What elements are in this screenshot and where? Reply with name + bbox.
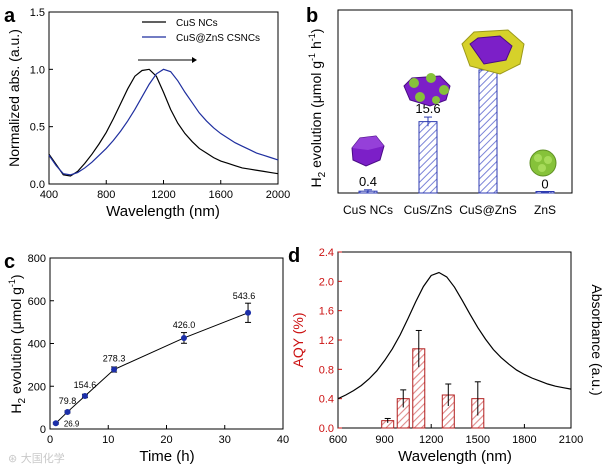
legend-label-cszns: CuS@ZnS CSNCs	[176, 33, 260, 44]
panel-c-ytick-label: 0	[40, 424, 46, 436]
bar-b-category-label: CuS NCs	[343, 203, 393, 217]
panel-b-ylabel: H2 evolution (μmol g-1 h-1)	[307, 29, 328, 188]
panel-c-ytick-label: 600	[28, 296, 46, 308]
data-label-c: 26.9	[64, 419, 80, 428]
panel-d-absorbance	[337, 271, 572, 400]
bar-b-1	[418, 121, 438, 194]
bar-b-value-label: 0	[541, 177, 548, 192]
bar-b-category-label: CuS@ZnS	[459, 203, 517, 217]
panel-c-xtick-label: 10	[102, 434, 114, 446]
data-label-c: 154.6	[74, 380, 97, 390]
legend-label-cus: CuS NCs	[176, 18, 218, 29]
panel-d-xtick-label: 1500	[466, 434, 490, 446]
zns-particle	[415, 92, 425, 102]
data-point-c-4	[180, 334, 187, 341]
panel-d-xtick-label: 1200	[419, 434, 443, 446]
data-label-c: 543.6	[233, 291, 256, 301]
panel-d-bars	[381, 329, 485, 429]
panel-a-xtick-label: 400	[40, 189, 58, 201]
panel-b-frame	[337, 9, 573, 194]
zns-particle	[432, 96, 440, 104]
data-point-c-5	[245, 309, 252, 316]
panel-b-bars: 0.415.626.90	[358, 52, 555, 194]
panel-d-ytick-label: 0.8	[319, 364, 334, 376]
panel-a-ticks: 400 800 1200 1600 2000 0.0 0.5 1.0 1.5	[30, 7, 291, 201]
panel-c-ytick-label: 400	[28, 339, 46, 351]
panel-d-xlabel: Wavelength (nm)	[398, 448, 512, 465]
panel-label-a: a	[4, 5, 16, 27]
panel-a-ytick-label: 1.0	[30, 64, 45, 76]
data-point-c-2	[81, 392, 88, 399]
zns-cluster-illustration	[529, 149, 557, 177]
panel-b-categories: CuS NCs CuS/ZnS CuS@ZnS ZnS	[343, 203, 556, 217]
panel-a-xtick-label: 1200	[151, 189, 175, 201]
panel-a-ytick-label: 0.0	[30, 179, 45, 191]
panel-a-xlabel: Wavelength (nm)	[106, 203, 220, 220]
panel-d-ylabel-right: Absorbance (a.u.)	[589, 284, 602, 395]
zns-particle	[439, 85, 449, 95]
bar-b-category-label: ZnS	[534, 203, 556, 217]
panel-d-ytick-label: 1.2	[319, 335, 334, 347]
cus-nanocrystal-illustration	[351, 135, 385, 167]
panel-c-ytick-label: 800	[28, 253, 46, 265]
panel-a-xtick-label: 1600	[209, 189, 233, 201]
panel-c-xtick-label: 20	[160, 434, 172, 446]
data-label-c: 426.0	[173, 320, 196, 330]
panel-c-trend-line	[55, 312, 249, 424]
panel-label-d: d	[288, 245, 300, 267]
panel-c-xtick-label: 0	[47, 434, 53, 446]
panel-a-xtick-label: 2000	[266, 189, 290, 201]
panel-a-xtick-label: 800	[97, 189, 115, 201]
bar-b-category-label: CuS/ZnS	[404, 203, 453, 217]
panel-a-ylabel: Normalized abs. (a.u.)	[6, 29, 22, 167]
panel-d-ylabel: AQY (%)	[290, 313, 306, 368]
panel-d: d 600 900 1200 1500 1800 2100 0.0 0.4 0.8 1.2 1.6 2…	[288, 245, 602, 465]
panel-d-ticks: 600 900 1200 1500 1800 2100 0.0 0.4 0.8 1.2 1.6 2.0…	[319, 247, 584, 446]
data-point-c-1	[64, 408, 71, 415]
panel-d-ytick-label: 0.0	[319, 423, 334, 435]
panel-a-legend: CuS NCs CuS@ZnS CSNCs	[142, 18, 260, 44]
panel-c-frame	[49, 257, 284, 430]
panel-c-xtick-label: 30	[219, 434, 231, 446]
absorbance-curve	[337, 271, 572, 400]
panel-c-xtick-label: 40	[277, 434, 289, 446]
panel-d-ytick-label: 1.6	[319, 306, 334, 318]
panel-c-xlabel: Time (h)	[139, 448, 194, 465]
data-point-c-3	[111, 366, 118, 373]
bar-b-2	[478, 69, 498, 194]
panel-a-ytick-label: 0.5	[30, 122, 45, 134]
panel-c-ylabel: H2 evolution (μmol g-1)	[7, 274, 28, 413]
zns-particle	[426, 73, 436, 83]
zns-particle	[409, 78, 419, 88]
bar-b-value-label: 0.4	[359, 174, 377, 189]
panel-a-curves	[48, 68, 279, 177]
data-point-c-0	[52, 420, 59, 427]
cus-zns-heterostructure-illustration	[403, 73, 451, 107]
series-line-cus	[48, 68, 279, 177]
panel-a: a 400 800 1200 1600 2000 0.0 0.5 1.0 1.5 Wavelen…	[4, 5, 290, 220]
data-label-c: 79.8	[59, 396, 77, 406]
panel-d-ytick-label: 2.4	[319, 247, 334, 259]
panel-d-ytick-label: 2.0	[319, 276, 334, 288]
redshift-arrowhead	[192, 57, 197, 63]
panel-a-ytick-label: 1.5	[30, 7, 45, 19]
panel-b: b 0.415.626.90 CuS NCsCuS/ZnSCuS@ZnSZnS …	[306, 5, 573, 217]
panel-label-c: c	[4, 251, 15, 273]
panel-d-xtick-label: 1800	[512, 434, 536, 446]
cus-zns-core-shell-illustration	[461, 29, 525, 75]
watermark: ⊛ 大国化学	[8, 452, 65, 465]
panel-d-ytick-label: 0.4	[319, 394, 334, 406]
panel-c-ytick-label: 200	[28, 381, 46, 393]
panel-label-b: b	[306, 5, 318, 27]
series-line-cszns	[48, 68, 279, 176]
panel-d-xtick-label: 2100	[559, 434, 583, 446]
panel-c-points: 26.9 79.8 154.6 278.3 426.0 543.6	[52, 291, 256, 428]
panel-d-xtick-label: 600	[329, 434, 347, 446]
panel-d-xtick-label: 900	[375, 434, 393, 446]
data-label-c: 278.3	[103, 354, 126, 364]
